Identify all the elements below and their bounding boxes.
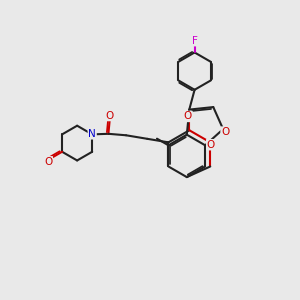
Text: F: F [192, 36, 198, 46]
Text: O: O [106, 110, 114, 121]
Text: O: O [44, 157, 52, 167]
Text: O: O [221, 127, 229, 137]
Text: O: O [184, 111, 192, 122]
Text: N: N [88, 129, 96, 139]
Text: O: O [207, 140, 215, 150]
